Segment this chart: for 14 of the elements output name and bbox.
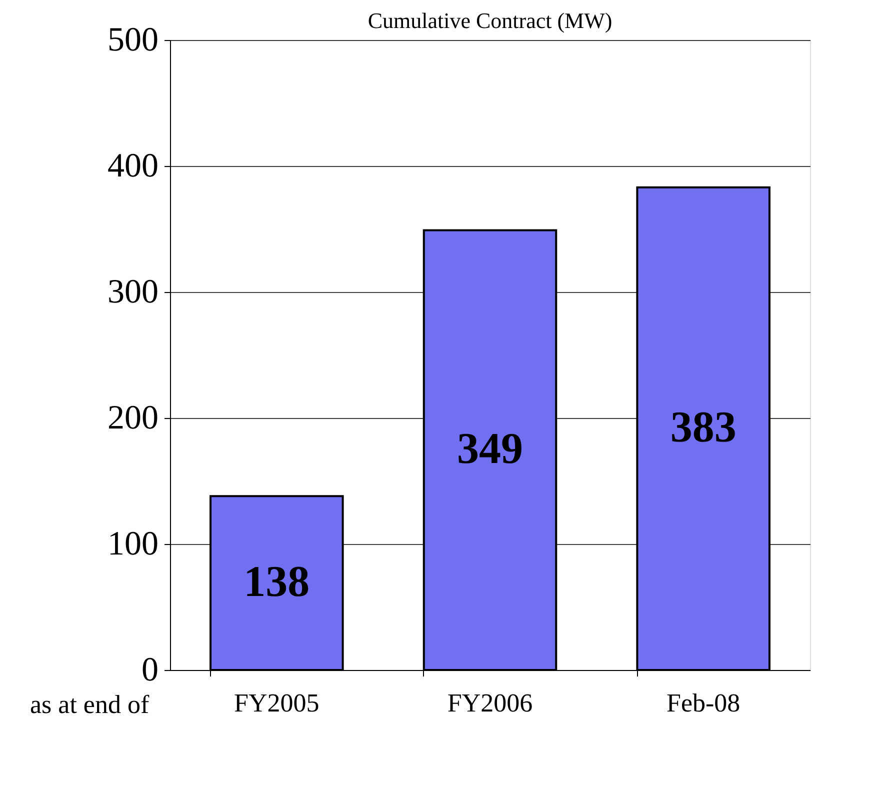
data-label: 383 <box>670 402 736 452</box>
data-label: 138 <box>244 557 310 606</box>
y-tick-label: 200 <box>108 400 158 436</box>
y-tick-label: 400 <box>108 148 158 184</box>
y-tick-label: 100 <box>108 526 158 562</box>
chart-title: Cumulative Contract (MW) <box>368 8 612 33</box>
x-tick-label: Feb-08 <box>666 688 740 718</box>
text: as at end of <box>30 690 150 719</box>
x-tick-label: FY2005 <box>234 688 320 718</box>
y-tick-label: 500 <box>108 22 158 58</box>
y-tick-label: 0 <box>142 652 158 688</box>
x-tick-label: FY2006 <box>447 688 533 718</box>
data-label: 349 <box>457 424 523 474</box>
y-tick-label: 300 <box>108 274 158 310</box>
